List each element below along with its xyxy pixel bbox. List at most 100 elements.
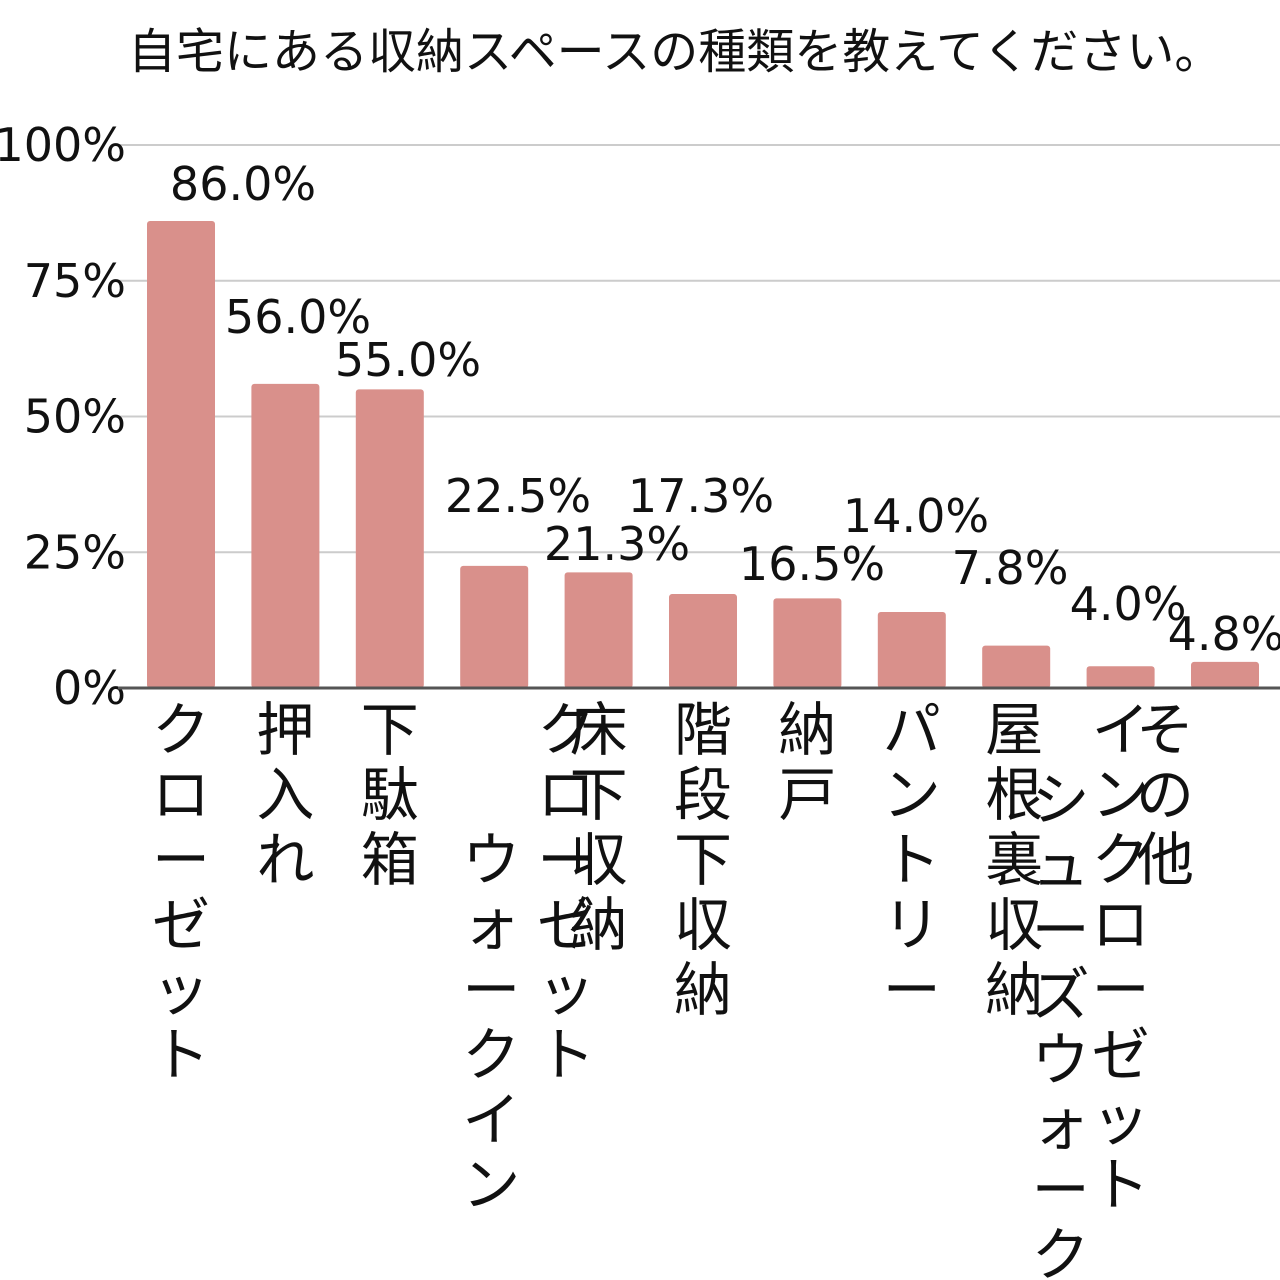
x-category-char: 納 [778, 696, 836, 764]
x-category-char: ー [1092, 956, 1150, 1024]
x-category-label: その他 [1136, 696, 1194, 894]
y-tick-label: 50% [24, 390, 126, 444]
x-category-char: ト [537, 1021, 595, 1089]
bar [773, 598, 842, 688]
x-category-char: 下 [570, 761, 628, 829]
x-category-char: ン [1092, 761, 1150, 829]
x-category-char: ク [1092, 826, 1150, 894]
x-category-char: 他 [1136, 826, 1194, 894]
x-category-char: 裏 [985, 826, 1043, 894]
x-category-char: ウ [462, 826, 520, 894]
value-label: 55.0% [335, 333, 481, 387]
x-category-label: ウォークインクローゼット [462, 696, 595, 1219]
x-category-char: ッ [1092, 1086, 1150, 1154]
value-label: 4.0% [1070, 577, 1187, 631]
x-category-label: 階段下収納 [674, 696, 732, 1024]
value-label: 14.0% [843, 489, 989, 543]
chart-title: 自宅にある収納スペースの種類を教えてください。 [128, 24, 1223, 80]
x-category-char: ュ [1032, 831, 1090, 899]
bar [251, 383, 320, 688]
x-category-label: パントリー [883, 696, 941, 1024]
value-label: 22.5% [445, 469, 591, 523]
x-category-char: パ [883, 696, 941, 764]
bar [355, 389, 424, 688]
y-tick-label: 75% [24, 254, 126, 308]
x-category-char: ト [1092, 1151, 1150, 1219]
x-category-char: 押 [256, 696, 314, 764]
bar [1086, 666, 1155, 688]
x-category-char: イ [1092, 696, 1150, 764]
x-category-char: ズ [1032, 961, 1090, 1029]
x-category-char: ゼ [537, 891, 595, 959]
value-label: 21.3% [544, 517, 690, 571]
x-category-char: ロ [152, 761, 210, 829]
y-tick-label: 25% [24, 525, 126, 579]
x-category-char: 段 [674, 761, 732, 829]
x-category-char: ク [537, 696, 595, 764]
y-tick-label: 100% [0, 118, 126, 172]
bar [147, 221, 215, 688]
x-category-char: ー [537, 826, 595, 894]
x-category-char: ー [152, 826, 210, 894]
x-category-label: 納戸 [778, 696, 836, 829]
x-category-char: 納 [570, 891, 628, 959]
x-category-char: ー [883, 956, 941, 1024]
x-category-char: シ [1032, 766, 1090, 834]
x-category-char: 屋 [985, 696, 1043, 764]
bar [460, 565, 529, 688]
x-category-char: ッ [152, 956, 210, 1024]
x-category-label: 下駄箱 [361, 696, 419, 894]
x-category-char: 駄 [361, 761, 419, 829]
value-label: 56.0% [225, 290, 371, 344]
x-category-char: ク [1032, 1221, 1090, 1280]
value-label: 16.5% [739, 537, 885, 591]
x-category-char: 下 [361, 696, 419, 764]
x-category-char: ゼ [1092, 1021, 1150, 1089]
x-category-char: リ [883, 891, 941, 959]
bar [982, 645, 1051, 688]
x-category-char: ト [883, 826, 941, 894]
x-category-char: ー [462, 956, 520, 1024]
x-category-char: ォ [1032, 1091, 1090, 1159]
x-category-label: クローゼット [152, 696, 210, 1089]
x-category-char: ォ [462, 891, 520, 959]
x-category-char: ン [462, 1151, 520, 1219]
x-category-label: 屋根裏収納 [985, 696, 1043, 1024]
x-category-char: ク [152, 696, 210, 764]
x-category-char: 箱 [361, 826, 419, 894]
value-label: 7.8% [952, 541, 1069, 595]
x-category-char: ロ [1092, 891, 1150, 959]
x-category-label: 押入れ [256, 696, 314, 894]
x-category-char: ッ [537, 956, 595, 1024]
x-category-char: 根 [985, 761, 1043, 829]
x-category-char: ー [1032, 896, 1090, 964]
value-label: 86.0% [170, 157, 316, 211]
x-category-char: ゼ [152, 891, 210, 959]
x-category-char: ウ [1032, 1026, 1090, 1094]
bar [564, 572, 633, 688]
value-label: 17.3% [628, 469, 774, 523]
x-category-char: ク [462, 1021, 520, 1089]
x-category-char: の [1136, 761, 1194, 829]
x-category-label: 床下収納 [570, 696, 628, 959]
x-category-char: ン [883, 761, 941, 829]
x-category-char: ロ [537, 761, 595, 829]
bar [669, 594, 737, 688]
x-category-char: ー [1032, 1156, 1090, 1224]
x-category-char: そ [1136, 696, 1194, 764]
x-category-char: 収 [570, 826, 628, 894]
x-category-char: れ [256, 826, 314, 894]
x-category-char: 戸 [778, 761, 836, 829]
x-category-char: 納 [985, 956, 1043, 1024]
x-category-char: 収 [985, 891, 1043, 959]
x-category-char: 収 [674, 891, 732, 959]
x-category-char: 階 [674, 696, 732, 764]
bar [1191, 661, 1259, 688]
x-category-char: 納 [674, 956, 732, 1024]
value-label: 4.8% [1168, 607, 1280, 661]
x-category-char: 下 [674, 826, 732, 894]
x-category-label: シューズウォークインクローゼット [1032, 696, 1150, 1280]
x-category-char: ト [152, 1021, 210, 1089]
